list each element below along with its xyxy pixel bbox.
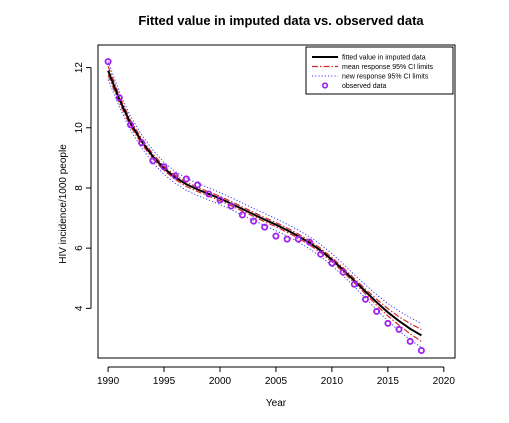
x-tick-label-2010: 2010 — [321, 376, 344, 387]
x-axis-label: Year — [266, 398, 287, 409]
plot-frame — [97, 44, 456, 359]
observed-point — [171, 172, 179, 180]
observed-point — [261, 223, 269, 231]
legend-box — [305, 46, 454, 95]
legend-label-4: observed data — [342, 83, 386, 90]
y-tick-label-8: 8 — [74, 185, 85, 191]
x-tick-label-2000: 2000 — [209, 376, 232, 387]
observed-point — [406, 337, 414, 345]
observed-point — [194, 181, 202, 189]
y-tick-label-12: 12 — [74, 62, 85, 74]
observed-point — [395, 325, 403, 333]
observed-point — [149, 157, 157, 165]
x-tick-label-1995: 1995 — [153, 376, 176, 387]
observed-point — [205, 190, 213, 198]
chart-title: Fitted value in imputed data vs. observe… — [138, 13, 424, 28]
observed-point — [361, 295, 369, 303]
x-tick-label-2020: 2020 — [433, 376, 456, 387]
observed-point — [317, 250, 325, 258]
observed-point — [417, 346, 425, 354]
y-tick-label-6: 6 — [74, 245, 85, 251]
observed-point — [328, 259, 336, 267]
observed-point — [305, 238, 313, 246]
x-tick-label-2005: 2005 — [265, 376, 288, 387]
observed-point — [115, 94, 123, 102]
legend-label-3: new response 95% CI limits — [342, 74, 429, 81]
y-axis-label: HIV incidence/1000 people — [58, 144, 69, 264]
legend-swatch-observed — [321, 82, 329, 89]
observed-point — [384, 319, 392, 327]
observed-point — [227, 202, 235, 210]
observed-point — [216, 196, 224, 204]
fitted-line — [107, 70, 422, 337]
legend-label-1: fitted value in imputed data — [342, 55, 426, 62]
observed-point — [250, 217, 258, 225]
mean-ci-upper-line — [107, 65, 422, 330]
new-ci-upper-line — [107, 61, 422, 324]
observed-point — [294, 235, 302, 243]
x-tick-label-1990: 1990 — [97, 376, 120, 387]
observed-point — [339, 268, 347, 276]
mean-ci-lower-line — [107, 74, 422, 342]
legend-label-2: mean response 95% CI limits — [342, 64, 434, 71]
observed-point — [182, 175, 190, 183]
observed-point — [138, 139, 146, 147]
observed-point — [160, 163, 168, 171]
y-tick-label-10: 10 — [74, 122, 85, 134]
observed-point — [272, 232, 280, 240]
observed-point — [127, 121, 135, 129]
observed-point — [283, 235, 291, 243]
x-tick-label-2015: 2015 — [377, 376, 400, 387]
observed-point — [373, 307, 381, 315]
observed-point — [104, 58, 112, 66]
y-tick-label-4: 4 — [74, 305, 85, 311]
observed-point — [238, 211, 246, 219]
new-ci-lower-line — [107, 79, 422, 348]
observed-point — [350, 280, 358, 288]
